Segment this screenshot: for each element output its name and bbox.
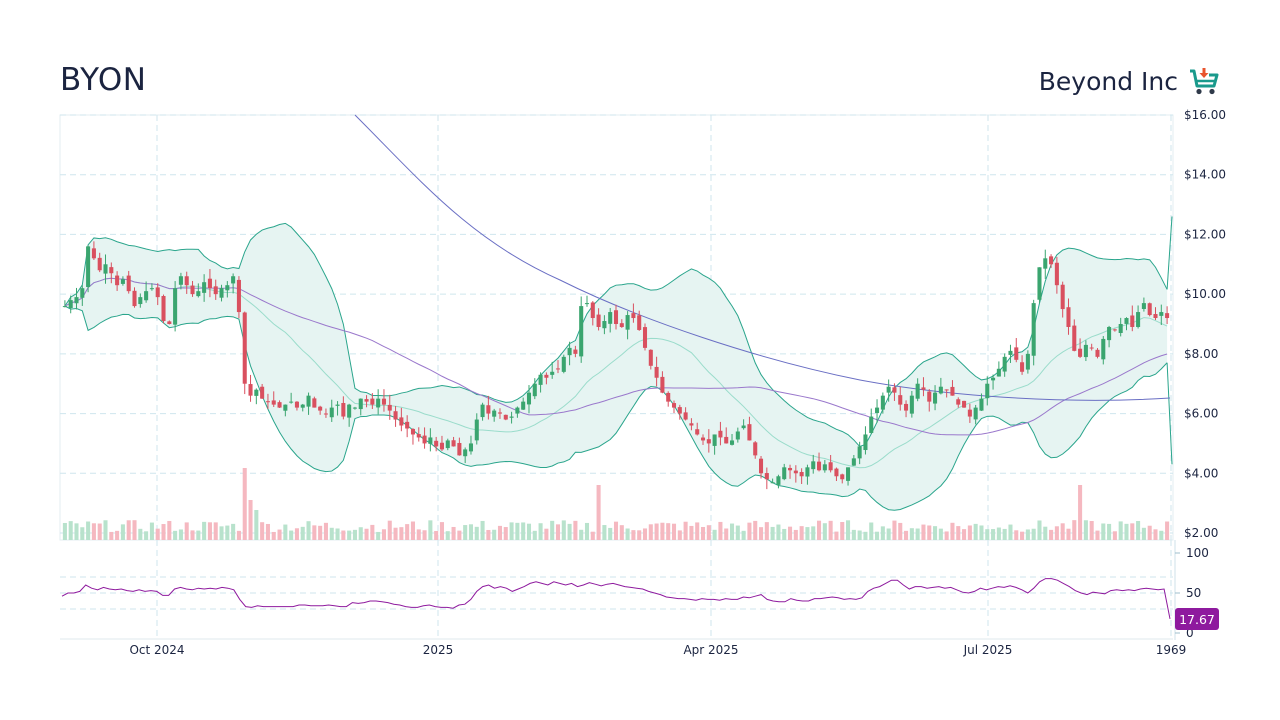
company-name: Beyond Inc (1038, 67, 1178, 96)
svg-text:$14.00: $14.00 (1184, 168, 1226, 182)
svg-text:0: 0 (1186, 626, 1194, 640)
svg-text:100: 100 (1186, 546, 1209, 560)
volume-bars (62, 468, 1170, 540)
svg-text:$16.00: $16.00 (1184, 108, 1226, 122)
svg-text:$8.00: $8.00 (1184, 347, 1218, 361)
candlesticks[interactable] (62, 241, 1170, 490)
svg-text:$2.00: $2.00 (1184, 526, 1218, 540)
rsi-pane (61, 578, 1171, 619)
grid-lines (59, 114, 1176, 640)
svg-text:$4.00: $4.00 (1184, 466, 1218, 480)
svg-text:$6.00: $6.00 (1184, 407, 1218, 421)
price-axis: $16.00 $14.00 $12.00 $10.00 $8.00 $6.00 $4.00 $… (1184, 108, 1226, 540)
time-axis: Oct 2024 2025 Apr 2025 Jul 2025 1969 (129, 643, 1186, 657)
svg-text:Apr 2025: Apr 2025 (683, 643, 738, 657)
rsi-axis: 100 50 0 (1175, 546, 1209, 640)
svg-text:$10.00: $10.00 (1184, 287, 1226, 301)
svg-text:1969: 1969 (1156, 643, 1187, 657)
rsi-value-badge: 17.67 (1175, 608, 1219, 630)
svg-text:Oct 2024: Oct 2024 (129, 643, 184, 657)
shopping-cart-download-icon (1190, 68, 1219, 95)
svg-text:50: 50 (1186, 586, 1201, 600)
ticker-symbol: BYON (60, 62, 147, 98)
svg-text:Jul 2025: Jul 2025 (963, 643, 1013, 657)
svg-text:$12.00: $12.00 (1184, 227, 1226, 241)
svg-text:2025: 2025 (423, 643, 454, 657)
moving-averages (64, 114, 1171, 436)
rsi-current-value: 17.67 (1179, 612, 1215, 627)
